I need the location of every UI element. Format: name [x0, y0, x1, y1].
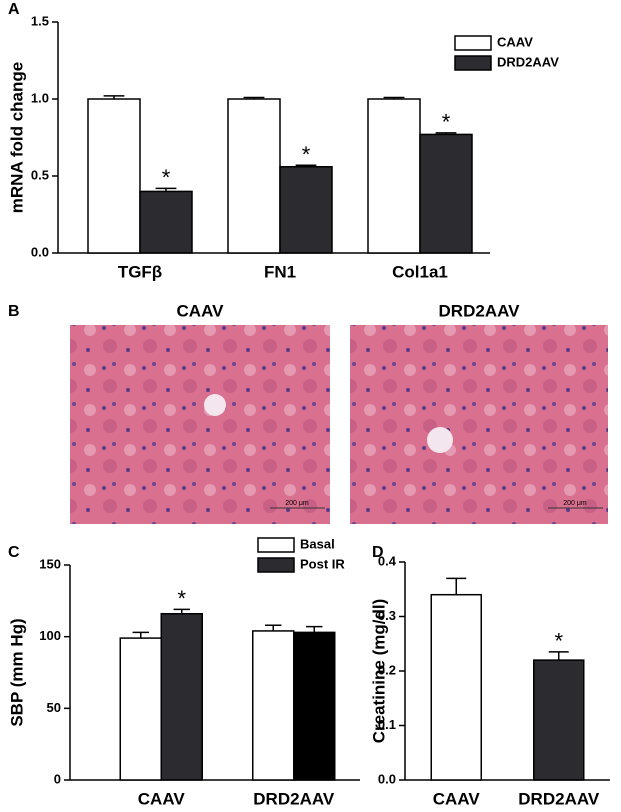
x-tick-label: DRD2AAV: [253, 789, 335, 808]
significance: *: [177, 586, 186, 611]
y-tick-label: 0.3: [378, 608, 396, 623]
legend-swatch: [454, 35, 492, 51]
histology-image: [70, 325, 330, 524]
y-tick-label: 0.0: [378, 771, 396, 786]
bar: [252, 630, 295, 781]
bar: [279, 166, 333, 254]
x-tick-label: FN1: [264, 262, 296, 281]
image-title: CAAV: [177, 301, 225, 320]
y-tick-label: 0.1: [378, 717, 396, 732]
y-tick-label: 50: [47, 700, 61, 715]
bar: [139, 190, 193, 254]
legend-swatch: [257, 537, 295, 553]
histology-image: [350, 325, 608, 524]
y-tick-label: 0.5: [31, 167, 49, 182]
x-tick-label: Col1a1: [392, 262, 448, 281]
scale-label: 200 μm: [563, 500, 587, 507]
significance: *: [442, 110, 451, 135]
y-tick-label: 150: [39, 556, 61, 571]
legend-label: Basal: [300, 536, 335, 551]
y-tick-label: 1.5: [31, 13, 49, 28]
legend-swatch: [257, 557, 295, 573]
y-tick-label: 0: [54, 771, 61, 786]
legend-label: CAAV: [497, 34, 533, 49]
legend-label: DRD2AAV: [497, 54, 559, 69]
panel-label: B: [8, 303, 20, 320]
y-tick-label: 100: [39, 628, 61, 643]
bar: [87, 98, 141, 254]
bar: [367, 98, 421, 254]
bar: [293, 631, 336, 781]
image-title: DRD2AAV: [439, 301, 521, 320]
y-axis-label: SBP (mm Hg): [7, 618, 26, 726]
panel-label: C: [8, 544, 20, 561]
bar: [160, 612, 203, 781]
x-tick-label: CAAV: [433, 789, 481, 808]
lumen: [204, 394, 226, 416]
bar: [533, 659, 585, 781]
x-tick-label: CAAV: [138, 789, 186, 808]
scale-label: 200 μm: [285, 500, 309, 507]
x-tick-label: DRD2AAV: [518, 789, 600, 808]
bar: [430, 593, 482, 781]
y-tick-label: 0.2: [378, 662, 396, 677]
y-tick-label: 0.4: [378, 553, 397, 568]
lumen: [427, 427, 453, 453]
significance: *: [162, 165, 171, 190]
bar: [419, 133, 473, 254]
panel-label: D: [372, 544, 384, 561]
legend-swatch: [454, 55, 492, 71]
significance: *: [554, 629, 563, 654]
significance: *: [302, 142, 311, 167]
x-tick-label: TGFβ: [118, 262, 162, 281]
bar: [119, 637, 162, 781]
panel-label: A: [8, 1, 20, 18]
y-tick-label: 0.0: [31, 244, 49, 259]
y-axis-label: mRNA fold change: [7, 62, 26, 213]
legend-label: Post IR: [300, 556, 345, 571]
bar: [227, 98, 281, 254]
y-tick-label: 1.0: [31, 90, 49, 105]
y-axis-label: Creatinine (mg/dl): [369, 599, 388, 744]
